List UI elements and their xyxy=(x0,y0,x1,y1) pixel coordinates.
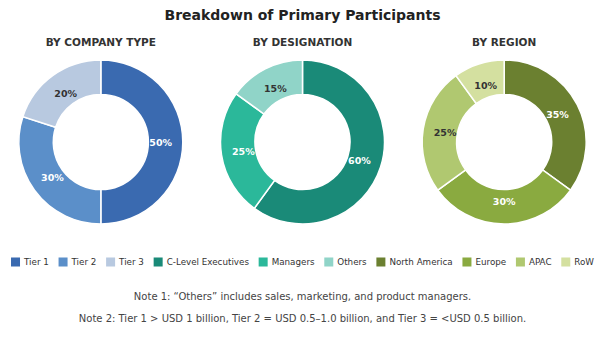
legend-label: C-Level Executives xyxy=(167,257,250,267)
legend-swatch xyxy=(11,258,20,267)
data-label: 60% xyxy=(348,155,371,166)
donut-slice xyxy=(504,60,586,190)
note: Note 1: “Others” includes sales, marketi… xyxy=(134,291,471,302)
data-label: 30% xyxy=(493,196,516,207)
note: Note 2: Tier 1 > USD 1 billion, Tier 2 =… xyxy=(79,313,526,324)
legend-swatch xyxy=(259,258,268,267)
legend-swatch xyxy=(154,258,163,267)
legend-swatch xyxy=(324,258,333,267)
data-label: 10% xyxy=(474,80,497,91)
donut-slice xyxy=(456,60,504,104)
legend-label: Europe xyxy=(475,257,506,267)
donut-slice xyxy=(236,60,302,114)
data-label: 25% xyxy=(232,146,255,157)
data-label: 20% xyxy=(54,88,77,99)
donut-chart: BY COMPANY TYPE 50% 30% 20% xyxy=(19,36,183,224)
donut-slice xyxy=(254,60,384,224)
legend-label: North America xyxy=(389,257,452,267)
legend-swatch xyxy=(462,258,471,267)
donut-slice xyxy=(438,170,571,224)
subtitle: BY DESIGNATION xyxy=(253,36,353,48)
donut-chart: BY REGION 35% 30% 25% 10% xyxy=(422,36,586,224)
legend-swatch xyxy=(516,258,525,267)
legend-swatch xyxy=(59,258,68,267)
legend-swatch xyxy=(106,258,115,267)
legend-label: Tier 2 xyxy=(71,257,97,267)
data-label: 15% xyxy=(264,83,287,94)
donut-slice xyxy=(101,60,183,224)
data-label: 30% xyxy=(41,172,64,183)
data-labels: 50% 30% 20% xyxy=(41,88,173,183)
legend-label: Tier 1 xyxy=(23,257,49,267)
legend-label: Others xyxy=(337,257,367,267)
legend-label: APAC xyxy=(529,257,552,267)
donut-chart: BY DESIGNATION 60% 25% 15% xyxy=(221,36,385,224)
subtitle: BY REGION xyxy=(472,36,536,48)
subtitle: BY COMPANY TYPE xyxy=(46,36,156,48)
data-label: 35% xyxy=(546,109,569,120)
background xyxy=(0,0,605,352)
legend-label: RoW xyxy=(574,257,594,267)
chart: Breakdown of Primary Participants BY COMP… xyxy=(0,0,605,352)
legend-swatch xyxy=(376,258,385,267)
donut-slice xyxy=(23,60,101,127)
data-label: 50% xyxy=(149,137,172,148)
title: Breakdown of Primary Participants xyxy=(164,7,440,23)
data-label: 25% xyxy=(434,127,457,138)
legend-label: Managers xyxy=(272,257,315,267)
donut-slice xyxy=(19,117,101,224)
legend-swatch xyxy=(561,258,570,267)
data-labels: 35% 30% 25% 10% xyxy=(434,80,570,208)
legend-label: Tier 3 xyxy=(118,257,144,267)
data-labels: 60% 25% 15% xyxy=(232,83,371,166)
legend: Tier 1 Tier 2 Tier 3 C-Level Executives Mana… xyxy=(11,257,594,267)
